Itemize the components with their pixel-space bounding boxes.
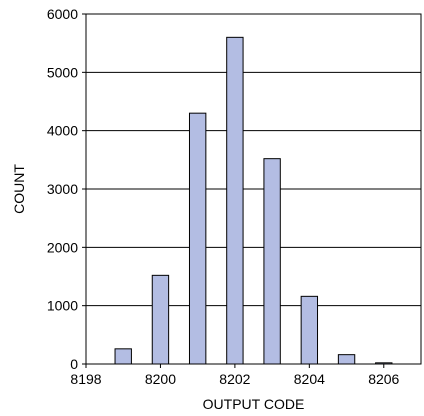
bar-8203 [263,158,281,365]
bar-8202 [226,36,244,365]
y-tick-label-4000: 4000 [47,123,78,139]
y-tick-label-6000: 6000 [47,6,78,22]
x-tick-label-8200: 8200 [145,371,176,387]
x-axis-ticks: 8198 8200 8202 8204 8206 [70,364,400,387]
y-tick-label-5000: 5000 [47,64,78,80]
bar-8204 [300,295,319,365]
gridlines [86,71,421,307]
bar-8205 [337,354,356,365]
bars [114,36,393,365]
y-tick-label-1000: 1000 [47,298,78,314]
y-axis-ticks: 0 1000 2000 3000 4000 5000 6000 [47,6,86,372]
y-axis-title: COUNT [11,164,27,214]
x-tick-label-8206: 8206 [368,371,399,387]
bar-8200 [151,274,170,365]
y-tick-label-2000: 2000 [47,239,78,255]
bar-8201 [188,112,207,365]
y-tick-label-0: 0 [70,356,78,372]
x-tick-label-8198: 8198 [70,371,101,387]
x-tick-label-8202: 8202 [219,371,250,387]
y-tick-label-3000: 3000 [47,181,78,197]
x-tick-label-8204: 8204 [294,371,325,387]
bar-8199 [114,348,132,365]
x-axis-title: OUTPUT CODE [203,396,305,412]
